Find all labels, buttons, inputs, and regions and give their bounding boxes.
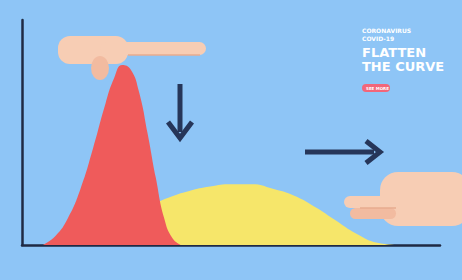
svg-text:CORONAVIRUS: CORONAVIRUS (362, 27, 411, 34)
svg-text:THE CURVE: THE CURVE (362, 59, 444, 74)
svg-text:COVID-19: COVID-19 (362, 35, 394, 42)
svg-text:FLATTEN: FLATTEN (362, 45, 426, 60)
svg-text:SEE MORE: SEE MORE (366, 86, 389, 91)
